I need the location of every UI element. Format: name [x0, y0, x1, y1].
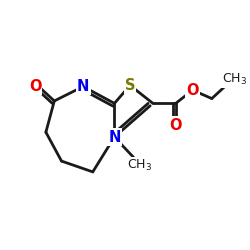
Text: CH$_3$: CH$_3$ — [222, 72, 247, 87]
Text: O: O — [186, 83, 199, 98]
Text: N: N — [77, 79, 89, 94]
Text: O: O — [170, 118, 182, 132]
Text: N: N — [108, 130, 120, 144]
Text: S: S — [125, 78, 135, 93]
Text: O: O — [29, 79, 41, 94]
Text: CH$_3$: CH$_3$ — [127, 158, 152, 173]
